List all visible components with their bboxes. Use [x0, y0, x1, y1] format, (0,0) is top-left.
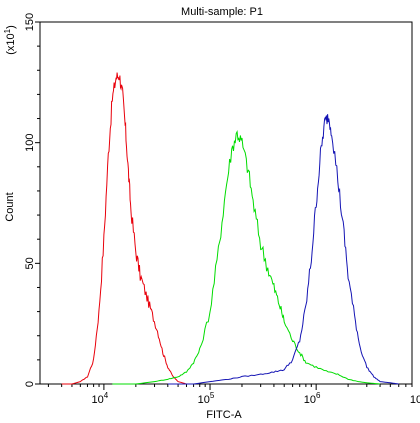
y-multiplier-close: )	[5, 25, 17, 29]
y-tick-label: 100	[24, 133, 36, 151]
series-line-3	[167, 114, 399, 385]
x-tick-exponent: 6	[316, 391, 321, 400]
series-line-2	[112, 129, 381, 385]
chart-title: Multi-sample: P1	[181, 6, 263, 18]
y-axis-title: Count	[4, 192, 16, 221]
x-tick-base: 10	[410, 394, 420, 406]
series-line-1	[61, 72, 187, 385]
y-tick-label: 150	[24, 13, 36, 31]
x-tick-label: 104	[92, 391, 109, 406]
y-tick-label: 50	[24, 257, 36, 269]
y-multiplier-base: (x10	[5, 33, 17, 54]
y-tick-label: 0	[24, 381, 36, 387]
x-tick-base: 10	[198, 394, 210, 406]
x-tick-base: 10	[92, 394, 104, 406]
x-tick-exponent: 4	[104, 391, 109, 400]
x-tick-exponent: 5	[210, 391, 215, 400]
plot-area: 050100150104105106107	[24, 13, 420, 406]
y-multiplier-label: (x101)	[3, 25, 17, 55]
x-tick-label: 105	[198, 391, 215, 406]
y-multiplier-exponent: 1	[3, 28, 12, 33]
x-tick-label: 107	[410, 391, 420, 406]
x-axis-title: FITC-A	[206, 409, 242, 421]
x-tick-label: 106	[304, 391, 321, 406]
x-tick-base: 10	[304, 394, 316, 406]
plot-frame	[39, 21, 413, 385]
